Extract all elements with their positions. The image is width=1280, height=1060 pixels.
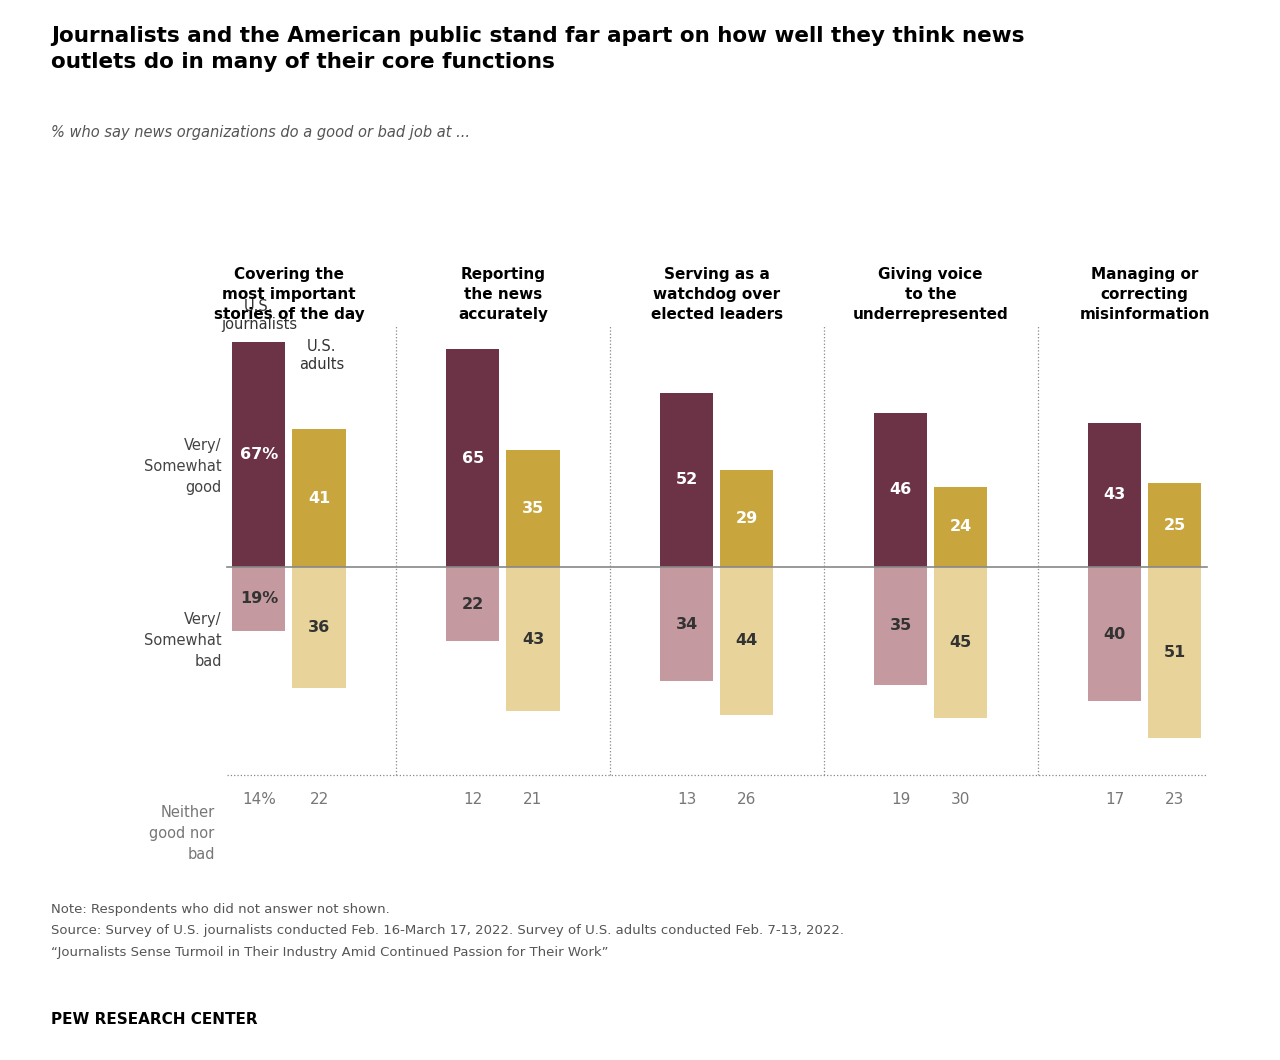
- Text: U.S.
adults: U.S. adults: [300, 339, 344, 372]
- Text: 34: 34: [676, 617, 698, 632]
- Text: 65: 65: [462, 450, 484, 465]
- Text: Managing or
correcting
misinformation: Managing or correcting misinformation: [1079, 267, 1210, 322]
- Bar: [507, 567, 559, 711]
- Text: 26: 26: [737, 792, 756, 807]
- Bar: [447, 349, 499, 567]
- Bar: [1148, 483, 1201, 567]
- Text: 51: 51: [1164, 646, 1185, 660]
- Bar: [233, 567, 285, 631]
- Text: 45: 45: [950, 635, 972, 650]
- Text: 43: 43: [522, 632, 544, 647]
- Text: 67%: 67%: [239, 447, 278, 462]
- Text: 22: 22: [310, 792, 329, 807]
- Text: 19: 19: [891, 792, 910, 807]
- Text: “Journalists Sense Turmoil in Their Industry Amid Continued Passion for Their Wo: “Journalists Sense Turmoil in Their Indu…: [51, 946, 609, 958]
- Text: Very/
Somewhat
good: Very/ Somewhat good: [145, 438, 221, 495]
- Bar: [507, 449, 559, 567]
- Text: 24: 24: [950, 519, 972, 534]
- Bar: [1088, 567, 1142, 702]
- Text: PEW RESEARCH CENTER: PEW RESEARCH CENTER: [51, 1012, 257, 1027]
- Text: 12: 12: [463, 792, 483, 807]
- Text: Very/
Somewhat
bad: Very/ Somewhat bad: [145, 613, 221, 670]
- Text: 35: 35: [890, 618, 911, 633]
- Text: 30: 30: [951, 792, 970, 807]
- Bar: [721, 567, 773, 714]
- Bar: [292, 567, 346, 688]
- Text: 23: 23: [1165, 792, 1184, 807]
- Text: Neither
good nor
bad: Neither good nor bad: [150, 806, 215, 863]
- Text: Reporting
the news
accurately: Reporting the news accurately: [458, 267, 548, 322]
- Text: 25: 25: [1164, 517, 1185, 532]
- Text: 14%: 14%: [242, 792, 275, 807]
- Text: 41: 41: [308, 491, 330, 506]
- Text: 19%: 19%: [239, 591, 278, 606]
- Text: 22: 22: [462, 597, 484, 612]
- Text: 13: 13: [677, 792, 696, 807]
- Text: 17: 17: [1105, 792, 1124, 807]
- Text: 21: 21: [524, 792, 543, 807]
- Text: Note: Respondents who did not answer not shown.: Note: Respondents who did not answer not…: [51, 903, 390, 916]
- Bar: [1148, 567, 1201, 739]
- Text: U.S.
journalists: U.S. journalists: [221, 299, 297, 332]
- Text: Source: Survey of U.S. journalists conducted Feb. 16-March 17, 2022. Survey of U: Source: Survey of U.S. journalists condu…: [51, 924, 845, 937]
- Text: 40: 40: [1103, 626, 1125, 641]
- Bar: [934, 567, 987, 719]
- Bar: [447, 567, 499, 641]
- Bar: [233, 342, 285, 567]
- Bar: [721, 470, 773, 567]
- Text: Covering the
most important
stories of the day: Covering the most important stories of t…: [214, 267, 365, 322]
- Bar: [1088, 423, 1142, 567]
- Text: Journalists and the American public stand far apart on how well they think news
: Journalists and the American public stan…: [51, 26, 1025, 72]
- Text: Giving voice
to the
underrepresented: Giving voice to the underrepresented: [852, 267, 1009, 322]
- Text: 46: 46: [890, 482, 911, 497]
- Text: % who say news organizations do a good or bad job at ...: % who say news organizations do a good o…: [51, 125, 470, 140]
- Bar: [874, 567, 927, 685]
- Bar: [934, 487, 987, 567]
- Text: 44: 44: [736, 634, 758, 649]
- Text: 52: 52: [676, 473, 698, 488]
- Text: 43: 43: [1103, 488, 1125, 502]
- Text: Serving as a
watchdog over
elected leaders: Serving as a watchdog over elected leade…: [650, 267, 783, 322]
- Bar: [874, 412, 927, 567]
- Bar: [660, 567, 713, 682]
- Text: 36: 36: [308, 620, 330, 635]
- Bar: [660, 392, 713, 567]
- Text: 29: 29: [736, 511, 758, 526]
- Bar: [292, 429, 346, 567]
- Text: 35: 35: [522, 501, 544, 516]
